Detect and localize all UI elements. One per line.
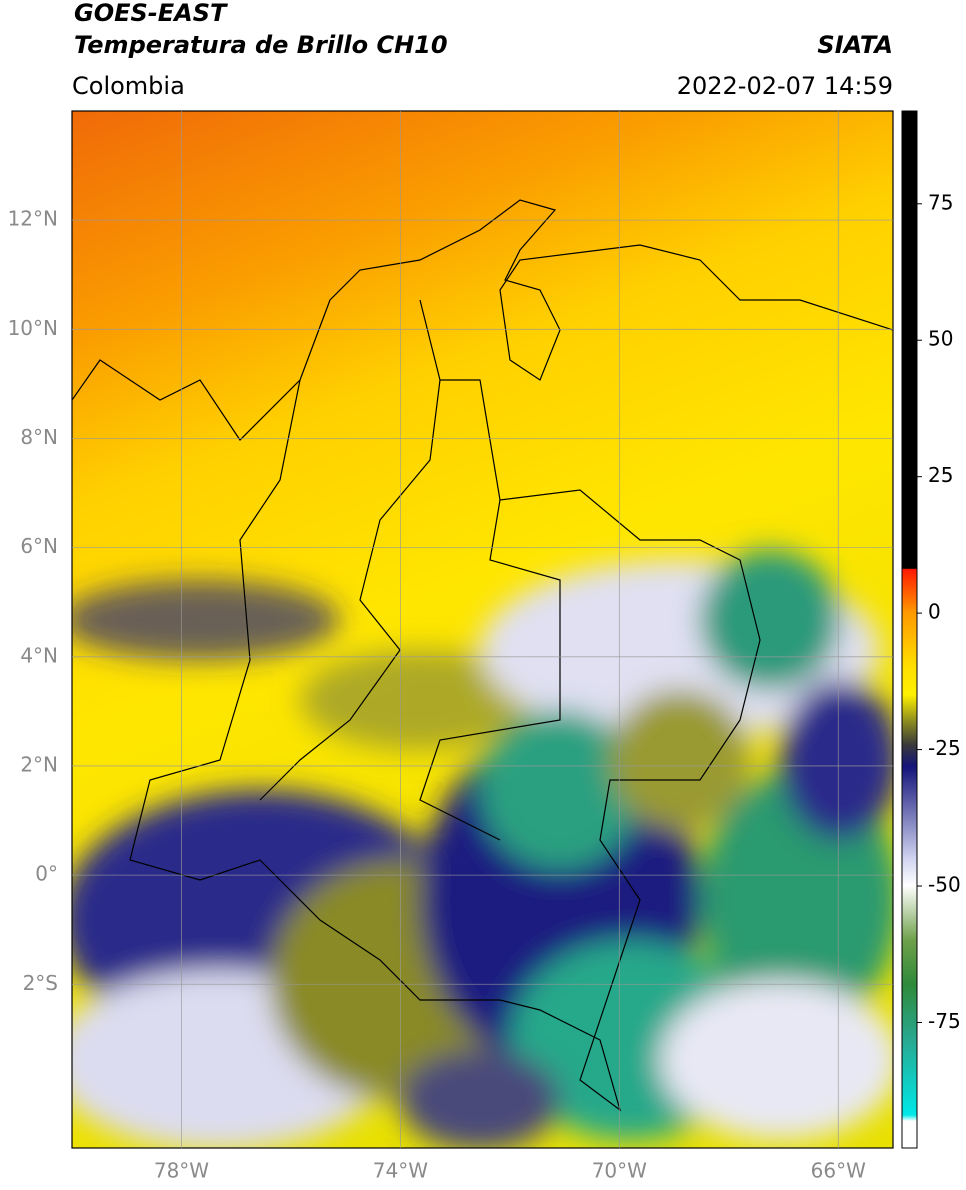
y-tick-label: 8°N xyxy=(20,425,58,449)
x-tick-label: 70°W xyxy=(592,1159,647,1183)
colorbar-tick-label: 50 xyxy=(928,327,953,351)
x-tick-label: 66°W xyxy=(811,1159,866,1183)
colorbar-tick-label: 25 xyxy=(928,463,953,487)
datetime: 2022-02-07 14:59 xyxy=(677,72,893,100)
y-tick-label: 2°N xyxy=(20,752,58,776)
y-tick-label: 10°N xyxy=(8,316,58,340)
colorbar xyxy=(901,110,918,1149)
y-tick-label: 12°N xyxy=(8,207,58,231)
colorbar-tick-label: -25 xyxy=(928,736,961,760)
map-frame xyxy=(71,110,894,1149)
y-tick-label: 2°S xyxy=(23,971,58,995)
y-tick-label: 4°N xyxy=(20,643,58,667)
y-tick-label: 6°N xyxy=(20,534,58,558)
region: Colombia xyxy=(72,72,185,100)
title: GOES-EAST xyxy=(74,0,228,27)
source: SIATA xyxy=(817,31,893,59)
satellite-image xyxy=(72,111,893,1148)
subtitle: Temperatura de Brillo CH10 xyxy=(74,31,448,59)
y-tick-label: 0° xyxy=(35,862,58,886)
borders xyxy=(72,199,893,1112)
colorbar-tick-label: -50 xyxy=(928,873,961,897)
header: GOES-EAST Temperatura de Brillo CH10 SIA… xyxy=(72,0,893,100)
colorbar-tick-label: -75 xyxy=(928,1009,961,1033)
colorbar-tick-label: 75 xyxy=(928,190,953,214)
colorbar-tick-label: 0 xyxy=(928,600,941,624)
x-tick-label: 78°W xyxy=(154,1159,209,1183)
x-tick-label: 74°W xyxy=(373,1159,428,1183)
